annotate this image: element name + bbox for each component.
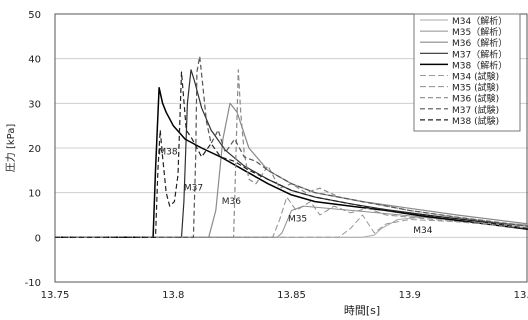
x-tick-label: 13.8 xyxy=(162,290,184,301)
legend-label: M38（解析） xyxy=(452,59,507,71)
y-tick-label: 40 xyxy=(28,55,41,66)
legend-label: M35 (試験) xyxy=(452,82,499,94)
legend-label: M38 (試験) xyxy=(452,115,499,127)
curve-annotations: M38 M37 M36 M35 M34 xyxy=(158,148,432,236)
x-tick-label: 13.75 xyxy=(41,290,70,301)
series-line-5 xyxy=(55,86,528,239)
y-axis-label: 圧力 [kPa] xyxy=(4,124,17,173)
series-line-10 xyxy=(55,71,528,238)
x-tick-label: 13.95 xyxy=(514,290,528,301)
legend: M34（解析）M35（解析）M36（解析）M37（解析）M38（解析）M34 (… xyxy=(413,13,521,132)
legend-label: M35（解析） xyxy=(452,26,507,38)
annotation-label: M35 xyxy=(288,215,307,225)
x-tick-label: 13.85 xyxy=(277,290,306,301)
annotation-label: M38 xyxy=(158,148,177,158)
x-tick-label: 13.9 xyxy=(399,290,421,301)
legend-label: M37（解析） xyxy=(452,48,507,60)
legend-box xyxy=(413,13,521,132)
annotation-label: M36 xyxy=(222,197,241,207)
legend-label: M34（解析） xyxy=(452,15,507,27)
annotation-label: M34 xyxy=(413,226,432,236)
legend-label: M36 (試験) xyxy=(452,93,499,105)
legend-label: M34 (試験) xyxy=(452,71,499,83)
y-tick-label: 30 xyxy=(28,99,41,110)
legend-label: M37 (試験) xyxy=(452,104,499,116)
series-line-7 xyxy=(55,196,528,238)
x-axis-label: 時間[s] xyxy=(344,304,380,317)
annotation-label: M37 xyxy=(184,183,203,193)
plot-area xyxy=(54,13,528,283)
series-line-4 xyxy=(55,69,528,238)
series-line-3 xyxy=(55,102,528,238)
y-tick-label: 10 xyxy=(28,189,41,200)
y-tick-label: -10 xyxy=(25,278,41,289)
y-tick-label: 0 xyxy=(35,233,41,244)
series-line-9 xyxy=(55,55,528,238)
y-tick-label: 50 xyxy=(28,10,41,21)
legend-label: M36（解析） xyxy=(452,37,507,49)
series-line-6 xyxy=(55,214,528,238)
data-series xyxy=(55,55,528,239)
y-tick-label: 20 xyxy=(28,144,41,155)
tick-labels: -10 0 10 20 30 40 50 13.75 13.8 13.85 13.9 13.95 xyxy=(25,10,528,301)
